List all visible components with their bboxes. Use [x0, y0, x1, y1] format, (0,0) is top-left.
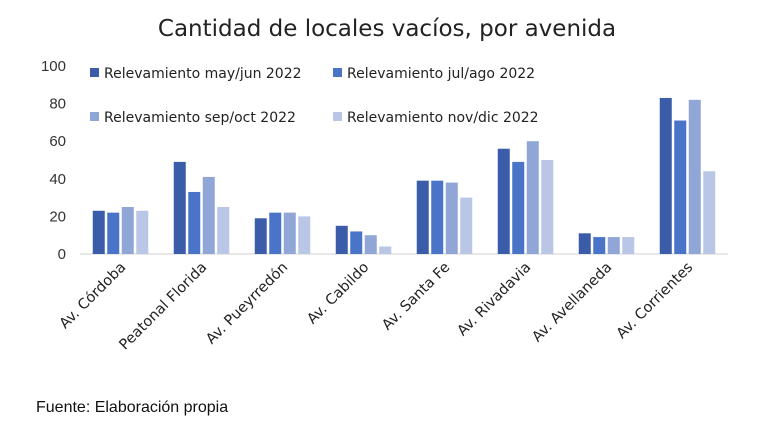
- legend-label: Relevamiento jul/ago 2022: [347, 66, 535, 82]
- source-note: Fuente: Elaboración propia: [36, 399, 229, 416]
- bar: [659, 97, 672, 255]
- bar: [445, 182, 458, 254]
- legend: Relevamiento may/jun 2022 Relevamiento ju…: [90, 66, 539, 126]
- bar: [350, 231, 363, 254]
- bar: [593, 237, 606, 254]
- bar: [460, 197, 473, 254]
- bar: [283, 212, 296, 254]
- y-axis-ticks: 0 20 40 60 80 100: [41, 58, 66, 263]
- bar: [217, 207, 230, 254]
- x-tick-label: Av. Santa Fe: [379, 259, 453, 333]
- legend-label: Relevamiento may/jun 2022: [104, 66, 302, 82]
- x-tick-label: Av. Corrientes: [614, 260, 697, 343]
- chart-title: Cantidad de locales vacíos, por avenida: [158, 16, 616, 42]
- y-tick-label: 60: [49, 133, 66, 150]
- bar: [674, 120, 687, 255]
- legend-swatch: [333, 68, 342, 77]
- bar: [107, 212, 120, 254]
- x-tick-label: Av. Córdoba: [57, 260, 130, 333]
- legend-label: Relevamiento nov/dic 2022: [347, 110, 539, 126]
- legend-swatch: [90, 112, 99, 121]
- bar: [188, 191, 201, 254]
- bar: [335, 225, 348, 254]
- y-tick-label: 0: [58, 246, 66, 263]
- bar: [703, 171, 716, 254]
- legend-swatch: [333, 112, 342, 121]
- y-tick-label: 40: [49, 171, 66, 188]
- x-tick-label: Av. Rivadavia: [454, 260, 534, 340]
- legend-swatch: [90, 68, 99, 77]
- bar: [541, 160, 554, 254]
- bar: [497, 148, 510, 254]
- legend-label: Relevamiento sep/oct 2022: [104, 110, 296, 126]
- y-tick-label: 100: [41, 58, 66, 75]
- bar: [364, 235, 377, 254]
- bar: [431, 180, 444, 254]
- bar: [298, 216, 311, 254]
- bar: [622, 237, 635, 254]
- y-tick-label: 20: [49, 208, 66, 225]
- x-tick-label: Peatonal Florida: [117, 260, 211, 354]
- bars-group: [92, 97, 716, 255]
- y-tick-label: 80: [49, 96, 66, 113]
- bar: [254, 218, 267, 254]
- bar: [173, 161, 186, 254]
- bar: [269, 212, 282, 254]
- bar: [512, 161, 525, 254]
- bar: [202, 176, 215, 254]
- x-tick-label: Av. Avellaneda: [529, 260, 615, 346]
- bar: [121, 207, 134, 254]
- x-tick-label: Av. Cabildo: [304, 259, 372, 327]
- bar: [136, 210, 149, 254]
- bar: [379, 246, 392, 254]
- bar: [92, 210, 105, 254]
- bar: [526, 141, 539, 254]
- x-tick-label: Av. Pueyrredón: [203, 260, 291, 348]
- bar: [578, 233, 591, 254]
- bar: [688, 99, 701, 254]
- bar: [416, 180, 429, 254]
- bar: [607, 237, 620, 254]
